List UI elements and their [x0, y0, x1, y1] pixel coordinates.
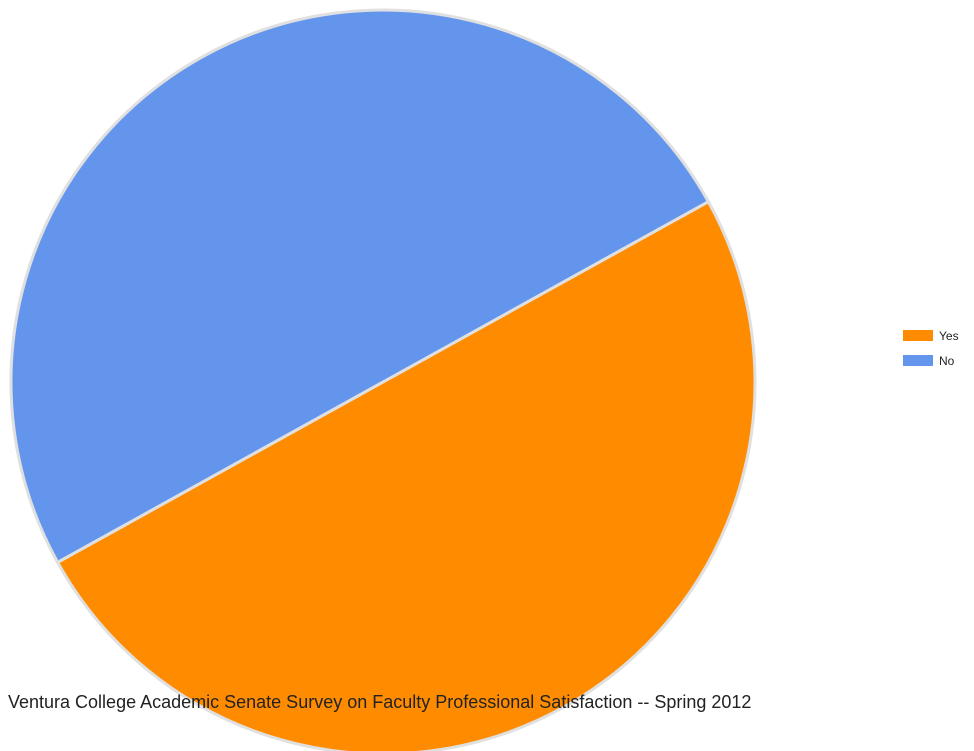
legend: Yes No: [903, 329, 959, 368]
pie-slices: [9, 8, 757, 751]
pie-slice-yes: [56, 200, 757, 751]
legend-swatch-yes: [903, 330, 933, 341]
legend-label-no: No: [939, 354, 955, 368]
chart-title: Ventura College Academic Senate Survey o…: [8, 692, 752, 712]
legend-swatch-no: [903, 355, 933, 366]
legend-label-yes: Yes: [939, 329, 959, 343]
pie-slice-no: [9, 8, 710, 564]
